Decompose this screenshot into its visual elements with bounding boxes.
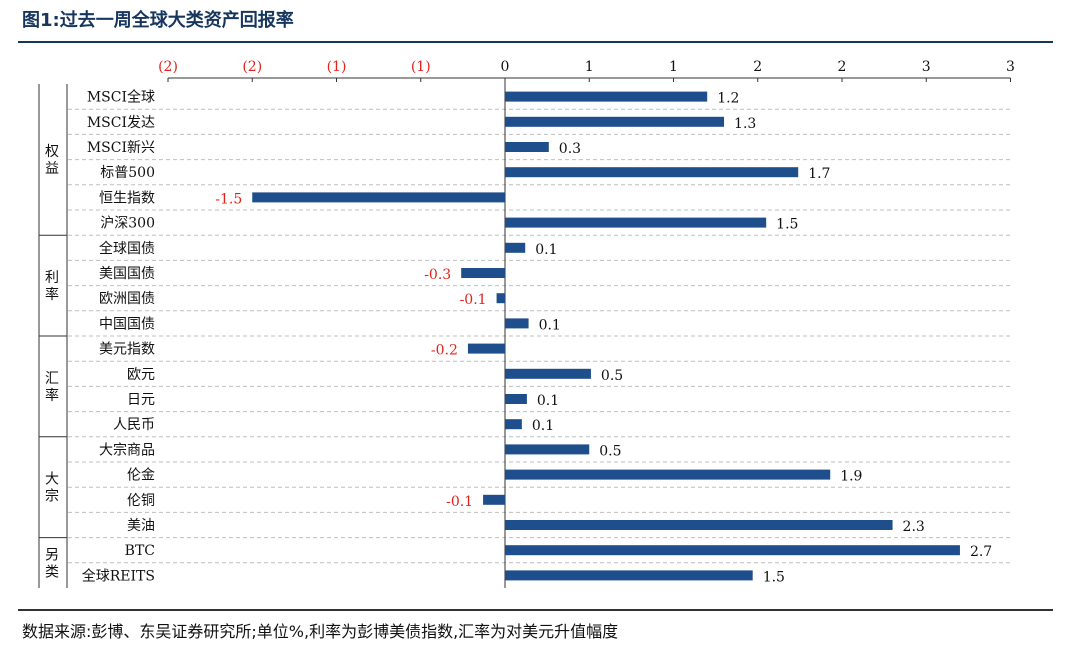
data-label: 0.5 — [601, 368, 623, 384]
bar — [505, 545, 960, 556]
bar — [505, 444, 590, 455]
data-label: 0.1 — [537, 393, 559, 409]
x-tick-label: 3 — [1006, 59, 1015, 75]
category-label: 全球国债 — [99, 240, 155, 257]
category-label: 伦铜 — [127, 493, 155, 509]
x-tick-label: 1 — [669, 59, 678, 75]
bar — [467, 343, 505, 354]
top-rule — [18, 41, 1053, 43]
group-label: 利率 — [45, 270, 59, 303]
bar — [461, 268, 505, 278]
category-label: 中国国债 — [99, 316, 155, 332]
source-note: 数据来源:彭博、东吴证券研究所;单位%,利率为彭博美债指数,汇率为对美元升值幅度 — [22, 622, 619, 641]
bar — [505, 520, 893, 530]
category-label: 大宗商品 — [99, 442, 155, 458]
data-label: 1.9 — [840, 469, 862, 485]
data-label: 1.5 — [776, 217, 798, 233]
data-label: 1.3 — [734, 116, 756, 132]
x-tick-label: 1 — [585, 59, 594, 75]
x-tick-label: (1) — [411, 59, 431, 75]
category-label: 恒生指数 — [99, 190, 155, 206]
bar — [505, 91, 708, 102]
category-label: BTC — [125, 543, 155, 559]
x-tick-label: 3 — [922, 59, 931, 75]
bar — [505, 242, 526, 253]
data-label: -0.2 — [431, 343, 458, 359]
bar — [505, 116, 725, 127]
data-label: 0.1 — [535, 242, 557, 258]
group-label: 大宗 — [45, 472, 59, 505]
category-label: 伦金 — [127, 468, 155, 484]
data-label: -0.1 — [446, 494, 473, 510]
bar — [483, 494, 505, 505]
data-label: 1.7 — [808, 166, 830, 182]
data-label: 1.5 — [763, 569, 785, 585]
x-tick-label: 0 — [501, 59, 510, 75]
bar — [496, 293, 505, 304]
data-label: 2.7 — [970, 544, 992, 560]
data-label: -0.3 — [424, 267, 451, 283]
group-label: 另类 — [45, 547, 59, 580]
x-tick-label: (2) — [158, 59, 178, 75]
figure-title: 图1:过去一周全球大类资产回报率 — [22, 10, 294, 31]
category-label: 欧元 — [127, 367, 155, 383]
bar — [505, 142, 549, 152]
bar — [505, 368, 591, 379]
bottom-rule — [18, 609, 1053, 611]
group-label: 汇率 — [45, 371, 59, 404]
category-label: 标普500 — [100, 165, 155, 181]
category-label: 日元 — [127, 392, 155, 408]
category-label: MSCI发达 — [87, 115, 155, 131]
category-label: 美国国债 — [99, 266, 155, 282]
bar — [505, 167, 799, 178]
category-label: 美油 — [127, 518, 155, 534]
category-label: MSCI新兴 — [87, 140, 155, 156]
bar — [505, 419, 522, 430]
bar — [505, 394, 527, 404]
bar — [505, 469, 831, 480]
data-label: 1.2 — [717, 91, 739, 107]
category-label: 美元指数 — [99, 342, 155, 358]
bar — [505, 217, 767, 228]
group-label: 权益 — [45, 144, 59, 177]
data-label: -1.5 — [215, 191, 242, 207]
x-tick-label: (1) — [327, 59, 347, 75]
data-label: 0.3 — [559, 141, 581, 157]
bar — [505, 570, 753, 581]
category-label: 欧洲国债 — [99, 291, 155, 307]
bar — [252, 192, 505, 203]
bar — [505, 318, 529, 329]
category-label: MSCI全球 — [87, 89, 155, 106]
data-label: 2.3 — [903, 519, 925, 535]
data-label: -0.1 — [460, 292, 487, 308]
category-label: 人民币 — [113, 417, 155, 433]
data-label: 0.5 — [599, 443, 621, 459]
x-tick-label: 2 — [838, 59, 847, 75]
category-label: 沪深300 — [100, 216, 155, 232]
data-label: 0.1 — [539, 317, 561, 333]
category-label: 全球REITS — [82, 567, 155, 584]
data-label: 0.1 — [532, 418, 554, 434]
x-tick-label: 2 — [753, 59, 762, 75]
x-tick-label: (2) — [242, 59, 262, 75]
